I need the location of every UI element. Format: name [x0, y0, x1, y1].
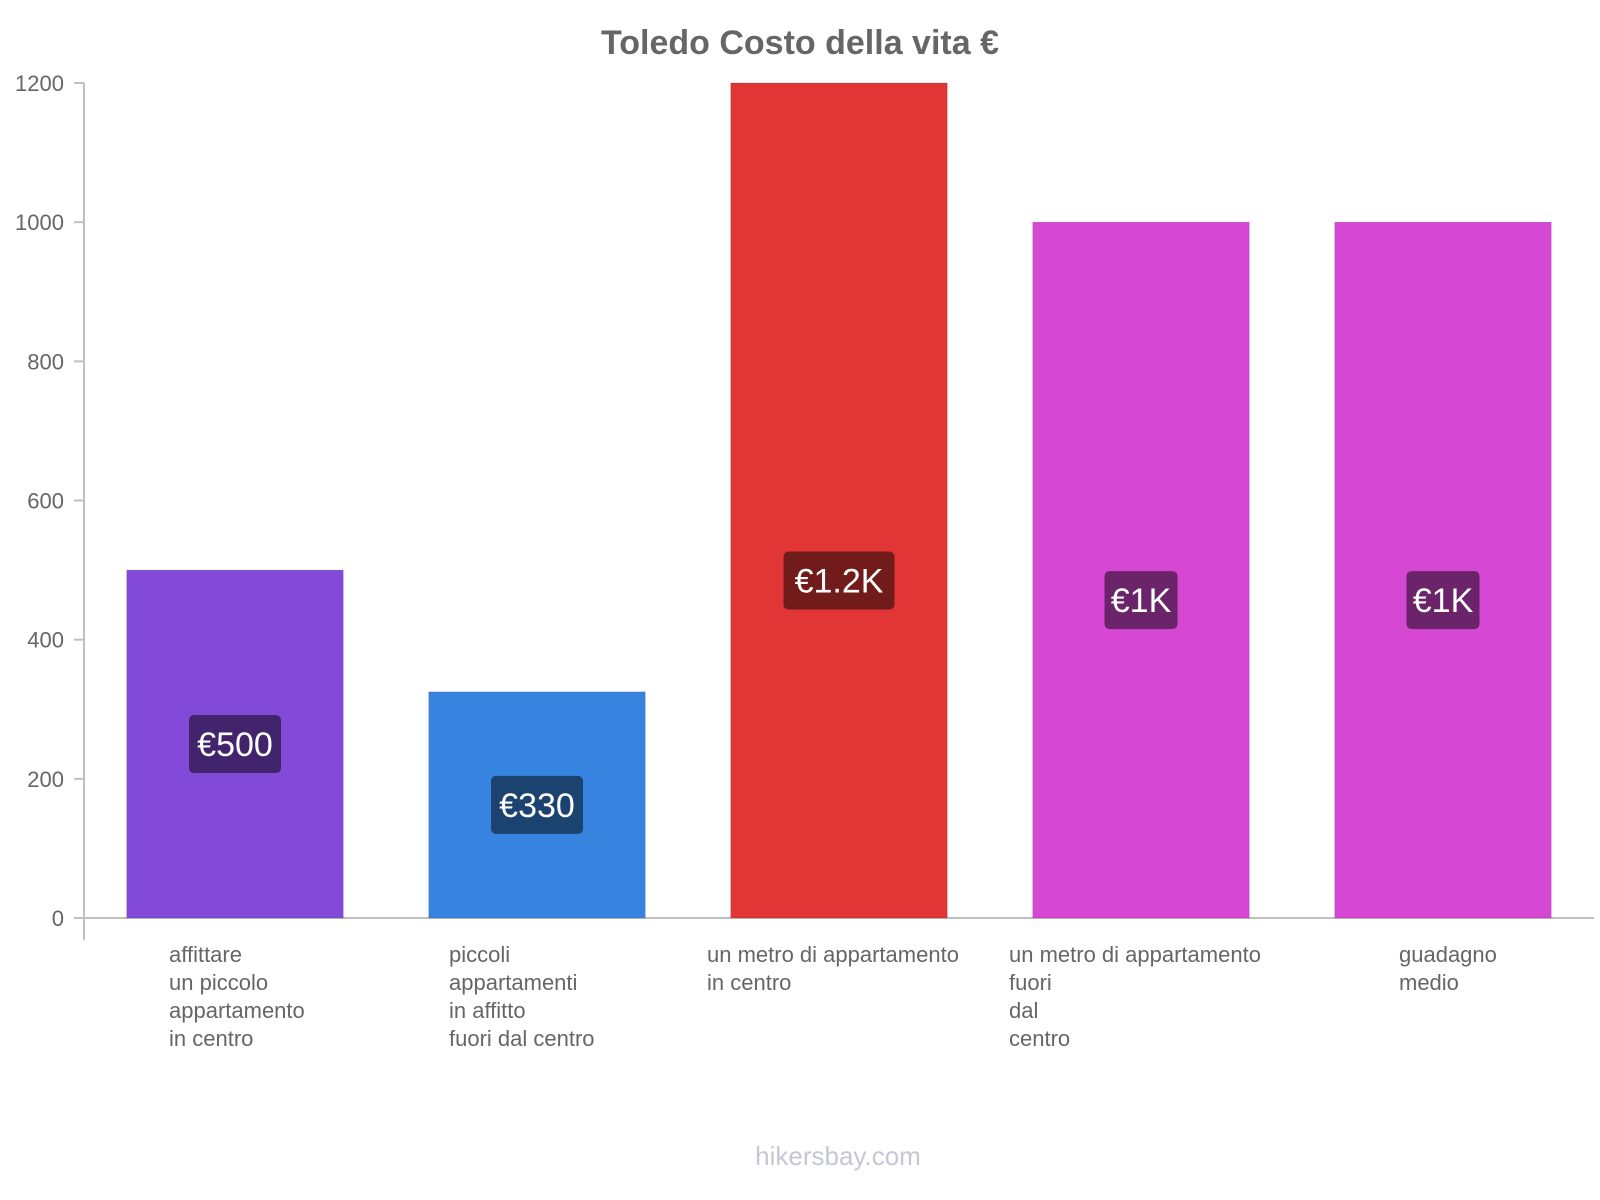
category-label: un metro di appartamento in centro: [707, 942, 959, 995]
value-label: €500: [197, 726, 273, 764]
value-label-badge: [1406, 571, 1480, 630]
footer-credit: hikersbay.com: [755, 1141, 921, 1171]
category-label: affittare un piccolo appartamento in centro: [169, 942, 305, 1051]
value-label: €330: [499, 787, 575, 825]
category-labels: affittare un piccolo appartamento in centro…: [169, 942, 1497, 1051]
value-label: €1K: [1111, 582, 1172, 620]
category-label: guadagno medio: [1399, 942, 1497, 995]
value-label-badge: [783, 551, 895, 610]
value-label-badge: [491, 775, 583, 834]
value-label: €1.2K: [795, 563, 884, 601]
category-label: piccoli appartamenti in affitto fuori dal c…: [449, 942, 595, 1051]
value-label: €1K: [1413, 582, 1474, 620]
y-tick-label: 1200: [15, 71, 64, 96]
value-labels: €500 €330 €1.2K €1K €1K: [189, 551, 1480, 834]
chart-title: Toledo Costo della vita €: [601, 24, 999, 62]
value-label-badge: [1104, 571, 1178, 630]
y-tick-label: 400: [27, 628, 64, 653]
bar: [1032, 221, 1250, 919]
y-tick-label: 200: [27, 767, 64, 792]
category-label: un metro di appartamento fuori dal centro: [1009, 942, 1261, 1051]
y-tick-label: 800: [27, 349, 64, 374]
y-tick-label: 0: [52, 906, 64, 931]
bars: [126, 82, 1552, 919]
value-label-badge: [189, 715, 281, 774]
y-tick-label: 1000: [15, 210, 64, 235]
bar: [730, 82, 948, 919]
y-tick-label: 600: [27, 489, 64, 514]
bar: [1334, 221, 1552, 919]
